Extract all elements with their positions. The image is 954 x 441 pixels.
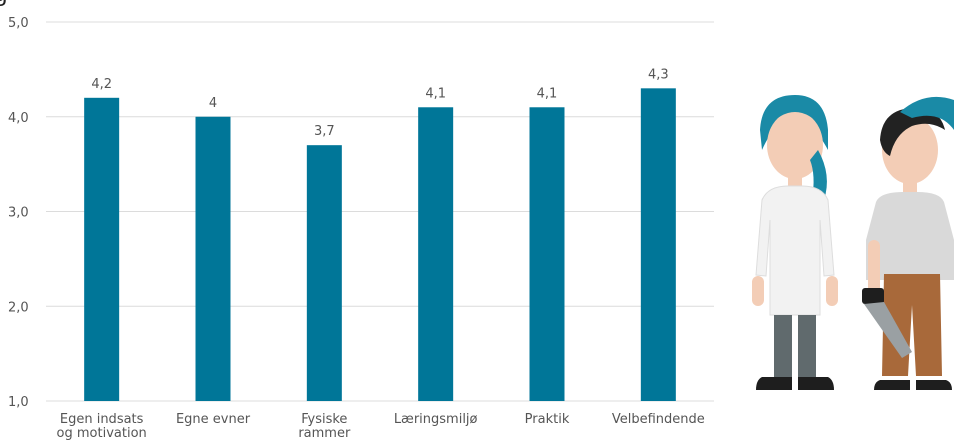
x-tick-label: Læringsmiljø xyxy=(394,412,478,427)
bar-chart: 1,0 2,0 3,0 4,0 5,0 4,2 4 3,7 4,1 4,1 4,3 Egen in… xyxy=(8,16,714,441)
y-tick-label: 2,0 xyxy=(8,300,29,315)
bar xyxy=(529,107,565,402)
nurse-figure-icon xyxy=(752,95,838,390)
data-label: 4,1 xyxy=(537,86,558,101)
x-tick-label: Praktik xyxy=(525,412,570,427)
data-label: 4,1 xyxy=(425,86,446,101)
workers-illustration xyxy=(752,95,954,390)
grid-lines xyxy=(46,21,714,402)
bars xyxy=(84,88,676,402)
y-tick-label: 4,0 xyxy=(8,111,29,126)
y-tick-label: 1,0 xyxy=(8,395,29,410)
data-label: 3,7 xyxy=(314,124,335,139)
bar xyxy=(640,88,676,401)
bar xyxy=(84,97,120,402)
x-tick-label: Velbefindende xyxy=(612,412,705,427)
data-label: 4,2 xyxy=(91,77,112,92)
x-tick-label: Fysiske rammer xyxy=(298,412,351,441)
x-tick-label: Egen indsats og motivation xyxy=(57,412,147,441)
bar xyxy=(418,107,454,402)
y-tick-label: 5,0 xyxy=(8,16,29,31)
bar xyxy=(306,145,342,401)
data-label: 4 xyxy=(209,96,217,111)
bar xyxy=(195,116,231,401)
handsaw-icon xyxy=(862,288,912,358)
y-axis-ticks: 1,0 2,0 3,0 4,0 5,0 xyxy=(8,16,29,410)
carpenter-figure-icon xyxy=(866,96,954,390)
x-tick-label: Egne evner xyxy=(176,412,251,427)
chart-title-partial: g xyxy=(0,0,7,8)
y-tick-label: 3,0 xyxy=(8,206,29,221)
data-label: 4,3 xyxy=(648,67,669,82)
x-axis-labels: Egen indsats og motivation Egne evner Fysis… xyxy=(57,412,705,441)
data-labels: 4,2 4 3,7 4,1 4,1 4,3 xyxy=(91,67,668,139)
